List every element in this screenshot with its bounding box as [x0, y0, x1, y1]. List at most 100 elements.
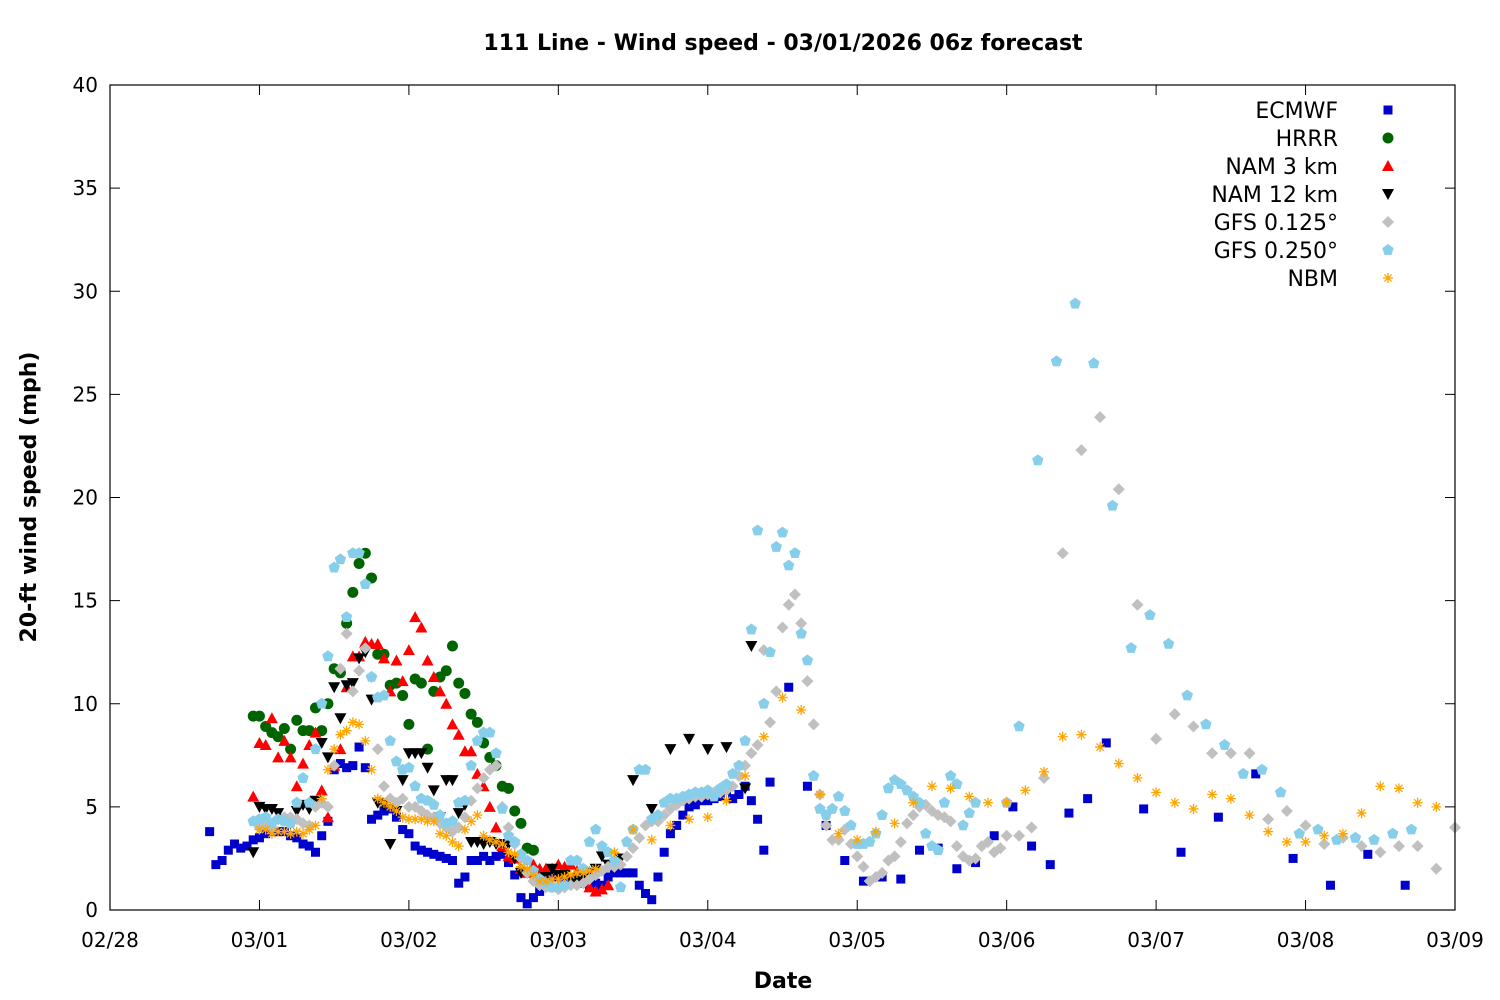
data-point [944, 769, 957, 781]
data-point [733, 759, 745, 771]
data-point [907, 790, 919, 802]
data-point [751, 739, 764, 751]
data-point [527, 858, 540, 870]
data-point [590, 863, 601, 874]
data-point [602, 879, 615, 891]
data-point [1125, 642, 1137, 653]
data-point [907, 809, 920, 822]
data-point [751, 524, 764, 536]
data-point [833, 828, 844, 839]
data-point [1244, 810, 1255, 821]
data-point [1008, 802, 1018, 812]
data-point [410, 841, 420, 851]
data-point [446, 640, 458, 652]
y-tick-label: 35 [73, 176, 98, 200]
data-point [614, 881, 627, 893]
data-point [1218, 739, 1231, 750]
data-point [765, 777, 775, 787]
data-point [521, 854, 533, 866]
data-point [385, 801, 396, 812]
data-point [684, 802, 694, 812]
data-point [360, 735, 371, 746]
data-point [205, 827, 215, 837]
data-point [446, 775, 459, 787]
data-point [272, 751, 285, 763]
data-point [1412, 797, 1423, 808]
data-point [522, 863, 533, 874]
data-point [291, 714, 303, 726]
data-point [465, 745, 478, 757]
data-point [1069, 297, 1081, 309]
data-point [353, 653, 366, 665]
data-point [534, 876, 545, 887]
data-point [1224, 747, 1237, 760]
data-point [410, 814, 421, 825]
data-point [366, 764, 377, 775]
data-point [633, 831, 646, 844]
data-point [683, 733, 696, 745]
data-point [1319, 830, 1330, 841]
data-point [353, 547, 365, 558]
data-point [348, 761, 358, 771]
data-point [596, 840, 608, 851]
data-point [371, 637, 384, 649]
y-tick-label: 5 [85, 795, 98, 819]
data-point [1213, 812, 1223, 822]
data-point [864, 835, 876, 847]
data-point [889, 818, 900, 829]
legend-marker [1383, 273, 1393, 283]
y-tick-label: 0 [85, 898, 98, 922]
y-tick-label: 40 [73, 73, 98, 97]
data-point [708, 790, 720, 802]
data-point [989, 831, 999, 841]
data-point [447, 856, 457, 865]
data-point [583, 881, 596, 893]
data-point [926, 781, 937, 792]
data-point [422, 816, 433, 827]
data-point [409, 611, 422, 623]
data-point [396, 675, 409, 687]
data-point [290, 780, 303, 792]
data-point [753, 814, 763, 824]
x-tick-label: 03/08 [1277, 928, 1335, 952]
plot-frame [109, 84, 1456, 911]
data-point [789, 547, 801, 558]
data-point [391, 812, 401, 822]
data-point [211, 860, 221, 870]
data-point [870, 826, 881, 837]
data-point [309, 743, 322, 754]
data-point [595, 883, 608, 895]
x-tick-label: 03/06 [978, 928, 1036, 952]
data-point [248, 835, 258, 845]
data-point [502, 829, 515, 841]
data-point [373, 810, 383, 820]
data-point [646, 834, 657, 845]
data-point [745, 623, 758, 635]
data-point [260, 811, 272, 822]
data-point [496, 802, 508, 814]
data-point [1094, 411, 1107, 424]
data-point [1151, 787, 1162, 798]
data-point [223, 845, 233, 855]
data-point [807, 769, 820, 781]
data-point [572, 867, 583, 878]
data-point [415, 748, 428, 760]
data-point [1106, 499, 1119, 511]
y-tick-label: 20 [73, 486, 98, 510]
data-point [1188, 803, 1199, 814]
data-point [466, 816, 477, 827]
data-point [304, 824, 315, 835]
data-point [801, 675, 814, 688]
x-tick-label: 03/02 [380, 928, 438, 952]
data-point [491, 836, 502, 847]
data-point [590, 823, 602, 835]
data-point [1349, 831, 1362, 843]
data-point [279, 826, 290, 837]
data-point [851, 850, 864, 863]
data-point [1368, 833, 1380, 845]
legend-label: ECMWF [1255, 99, 1338, 124]
data-point [1057, 731, 1068, 742]
data-point [340, 627, 353, 640]
data-point [1001, 797, 1012, 808]
data-point [465, 759, 477, 771]
